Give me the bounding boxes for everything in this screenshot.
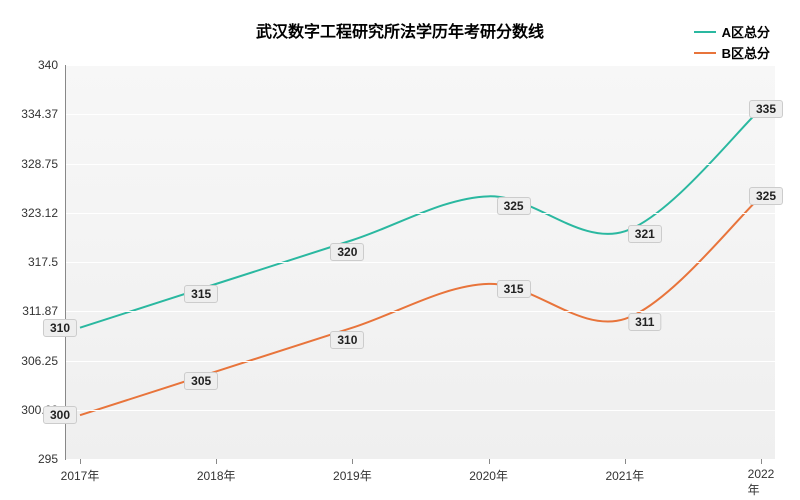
data-label: 311 xyxy=(628,313,661,331)
x-tick xyxy=(489,459,490,464)
y-axis-label: 306.25 xyxy=(21,354,66,368)
y-axis-label: 340 xyxy=(38,58,66,72)
x-axis-label: 2022年 xyxy=(748,459,775,498)
y-axis-label: 334.37 xyxy=(21,107,66,121)
legend-item-a: A区总分 xyxy=(694,22,770,41)
y-axis-label: 328.75 xyxy=(21,157,66,171)
data-label: 315 xyxy=(497,280,531,298)
chart-container: 武汉数字工程研究所法学历年考研分数线 A区总分 B区总分 295300.6230… xyxy=(0,0,800,500)
grid-line xyxy=(66,114,775,115)
data-label: 310 xyxy=(43,319,77,337)
grid-line xyxy=(66,311,775,312)
x-tick xyxy=(216,459,217,464)
chart-title: 武汉数字工程研究所法学历年考研分数线 xyxy=(256,18,544,42)
grid-line xyxy=(66,361,775,362)
grid-line xyxy=(66,410,775,411)
grid-line xyxy=(66,213,775,214)
data-label: 335 xyxy=(749,100,783,118)
x-tick xyxy=(625,459,626,464)
data-label: 320 xyxy=(330,243,364,261)
data-label: 315 xyxy=(184,285,218,303)
x-tick xyxy=(352,459,353,464)
x-tick xyxy=(761,459,762,464)
grid-line xyxy=(66,164,775,165)
legend-swatch-a xyxy=(694,31,716,33)
legend-item-b: B区总分 xyxy=(694,43,770,62)
data-label: 305 xyxy=(184,372,218,390)
y-axis-label: 323.12 xyxy=(21,206,66,220)
data-label: 325 xyxy=(497,197,531,215)
series-line xyxy=(80,109,761,328)
x-tick xyxy=(80,459,81,464)
data-label: 300 xyxy=(43,406,77,424)
legend-swatch-b xyxy=(694,52,716,54)
y-axis-label: 317.5 xyxy=(28,255,66,269)
data-label: 325 xyxy=(749,187,783,205)
y-axis-label: 311.87 xyxy=(22,304,66,318)
data-label: 321 xyxy=(628,225,662,243)
data-label: 310 xyxy=(330,331,364,349)
legend: A区总分 B区总分 xyxy=(694,22,770,64)
legend-label-a: A区总分 xyxy=(722,22,770,41)
grid-line xyxy=(66,65,775,66)
grid-line xyxy=(66,459,775,460)
grid-line xyxy=(66,262,775,263)
legend-label-b: B区总分 xyxy=(722,43,770,62)
plot-area: 295300.62306.25311.87317.5323.12328.7533… xyxy=(65,65,775,460)
